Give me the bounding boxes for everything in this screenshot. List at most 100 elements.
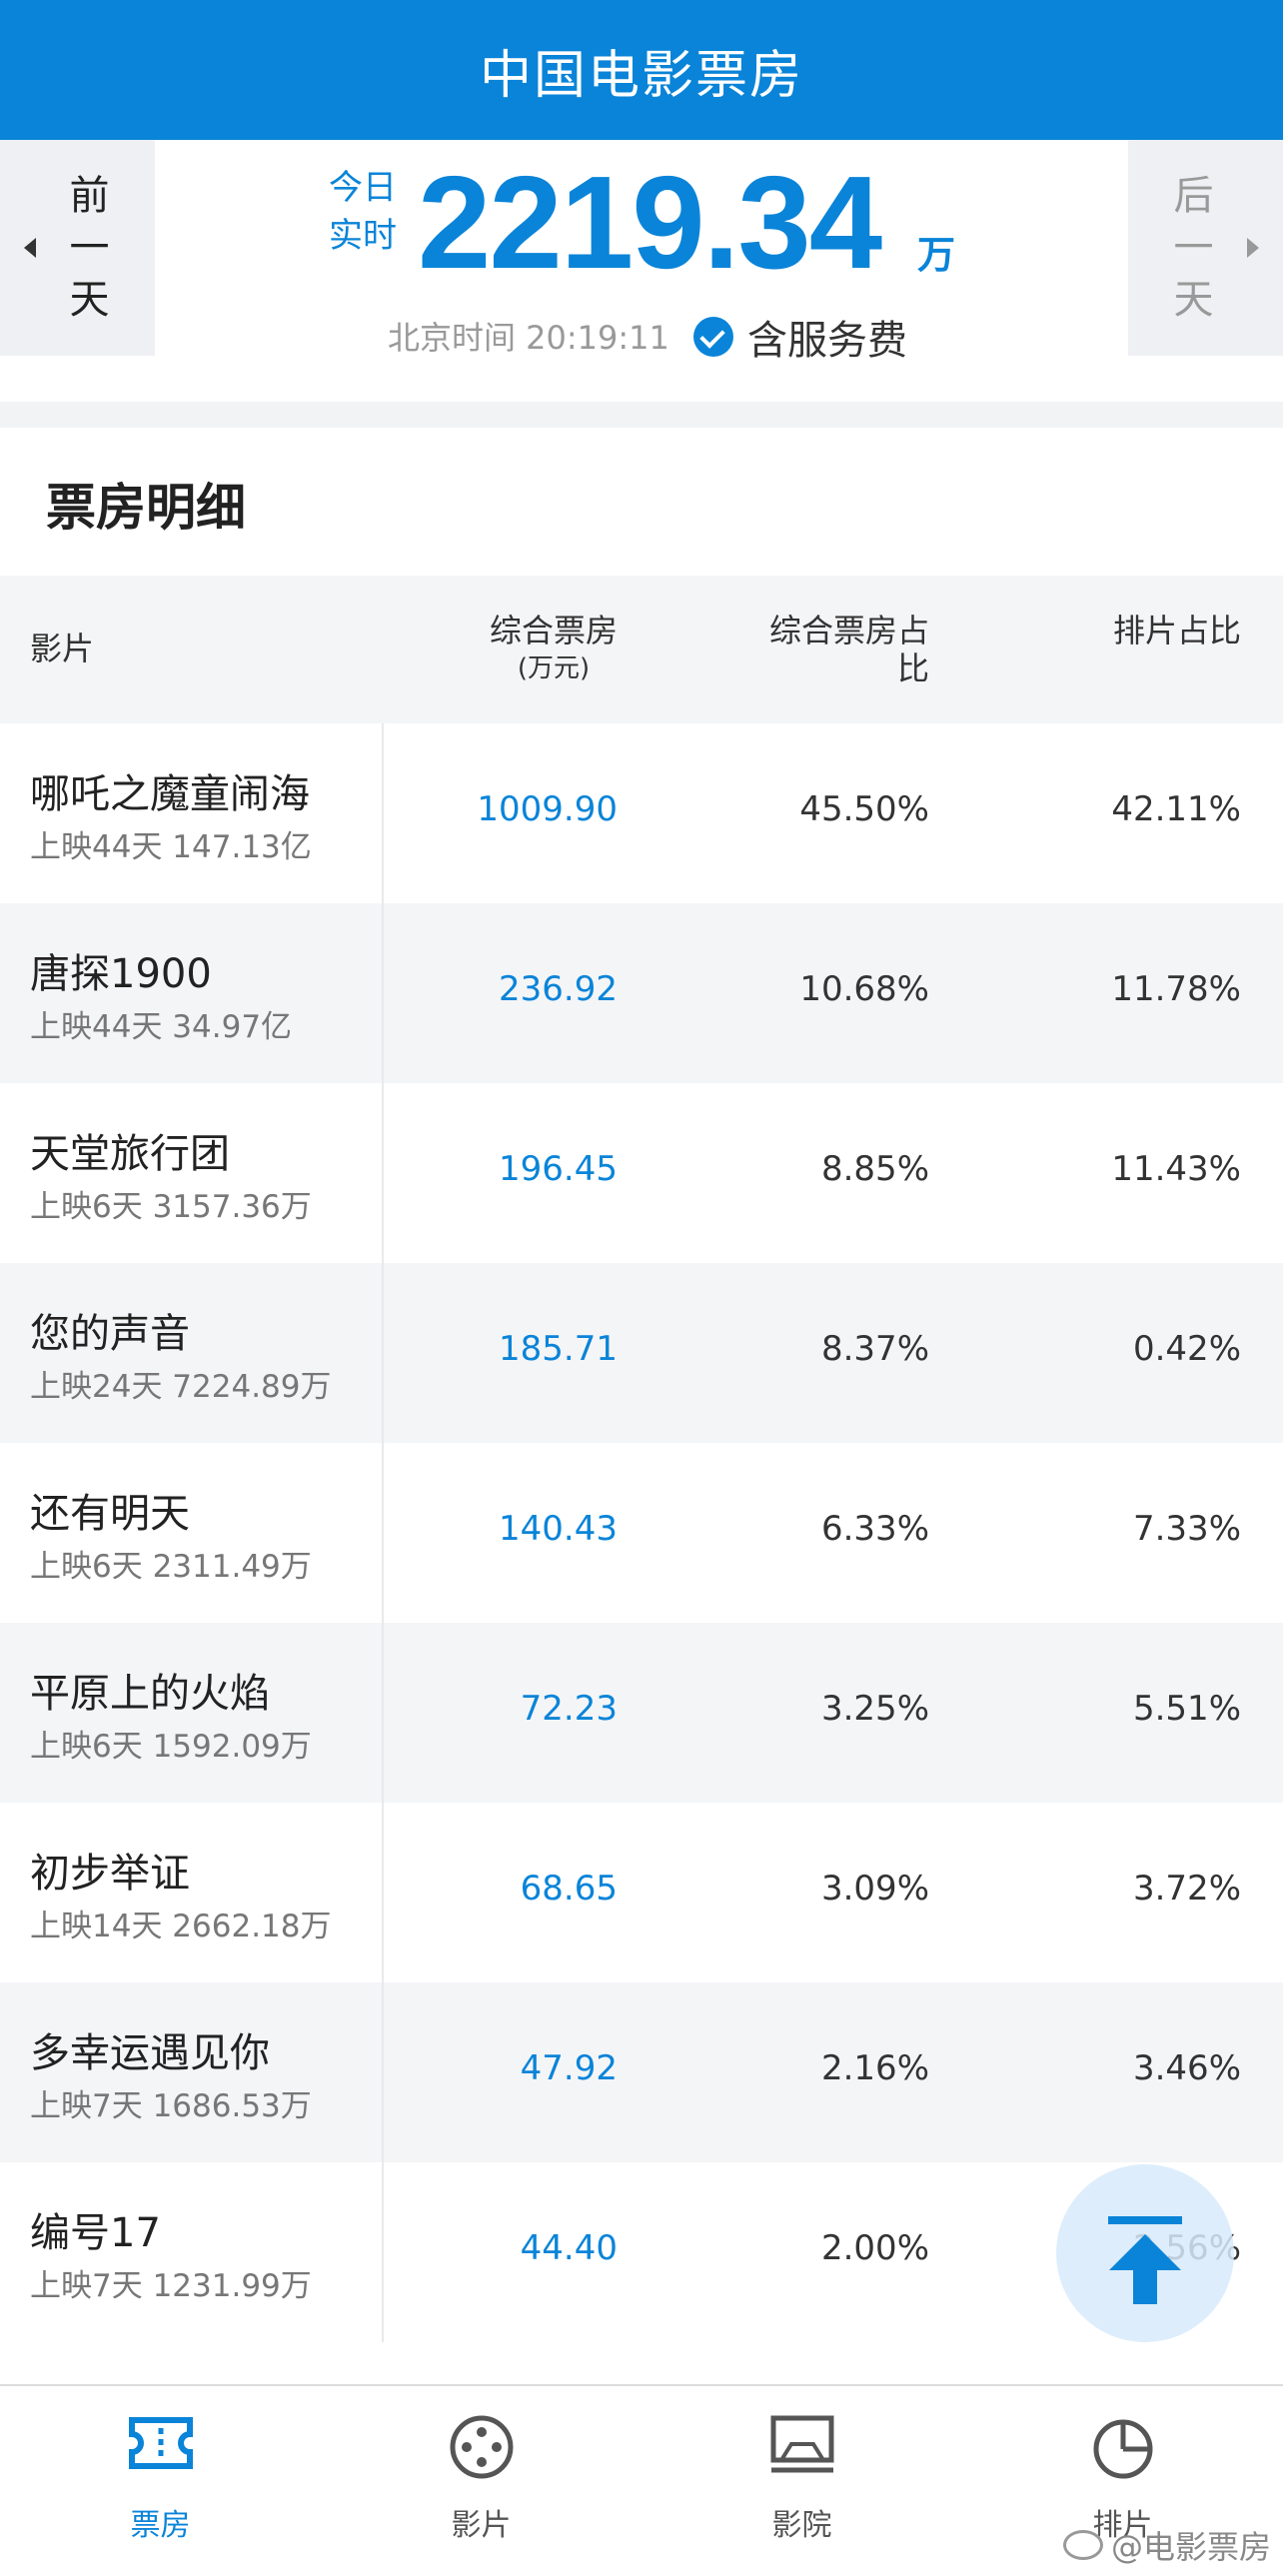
back-to-top-button[interactable] — [1056, 2164, 1234, 2342]
box-share-value: 2.16% — [820, 2048, 929, 2088]
box-office-value: 140.43 — [499, 1509, 618, 1549]
seat-share-value: 11.43% — [1111, 1149, 1241, 1189]
film-name: 平原上的火焰 — [30, 1671, 270, 1717]
table-row[interactable]: 平原上的火焰上映6天 1592.09万 72.23 3.25% 5.51% — [0, 1623, 1283, 1803]
table-row[interactable]: 还有明天上映6天 2311.49万 140.43 6.33% 7.33% — [0, 1443, 1283, 1623]
prev-day-button[interactable]: 前一天 — [0, 140, 155, 356]
tab-films[interactable]: 影片 — [321, 2386, 642, 2576]
box-office-value: 236.92 — [499, 969, 618, 1009]
box-office-value: 72.23 — [520, 1689, 618, 1729]
watermark-text: @电影票房 — [1110, 2528, 1271, 2566]
seat-share-value: 3.72% — [1132, 1869, 1241, 1909]
film-name: 哪吒之魔童闹海 — [30, 771, 310, 817]
col-box-office-unit: (万元) — [517, 653, 591, 683]
box-office-value: 1009.90 — [477, 789, 618, 829]
table-row[interactable]: 唐探1900 上映44天 34.97亿 236.92 10.68% 11.78% — [0, 903, 1283, 1083]
box-office-value: 47.92 — [520, 2048, 618, 2088]
service-fee-label: 含服务费 — [747, 318, 907, 364]
box-share-value: 3.25% — [820, 1689, 929, 1729]
film-release-info: 上映6天 3157.36万 — [30, 1189, 312, 1225]
tab-label: 票房 — [130, 2508, 191, 2543]
table-row[interactable]: 天堂旅行团上映6天 3157.36万 196.45 8.85% 11.43% — [0, 1083, 1283, 1263]
box-office-value: 196.45 — [499, 1149, 618, 1189]
pie-chart-icon — [1093, 2419, 1153, 2479]
film-release-info: 上映6天 2311.49万 — [30, 1549, 312, 1585]
chevron-left-icon — [24, 238, 36, 258]
film-release-info: 上映7天 1231.99万 — [30, 2268, 312, 2304]
film-name: 天堂旅行团 — [30, 1131, 230, 1177]
film-release-info: 上映7天 1686.53万 — [30, 2088, 312, 2124]
seat-share-value: 3.46% — [1132, 2048, 1241, 2088]
film-name: 多幸运遇见你 — [30, 2030, 270, 2076]
film-name: 您的声音 — [30, 1311, 190, 1357]
tab-cinemas[interactable]: 影院 — [642, 2386, 962, 2576]
film-name: 唐探1900 — [30, 951, 212, 997]
watermark: @电影票房 — [1062, 2522, 1271, 2568]
col-film: 影片 — [30, 630, 95, 667]
check-circle-icon — [693, 317, 733, 357]
total-unit: 万 — [917, 233, 956, 277]
ticket-icon — [129, 2417, 193, 2469]
service-fee-toggle[interactable]: 含服务费 — [693, 308, 907, 366]
next-day-button[interactable]: 后一天 — [1128, 140, 1283, 356]
box-share-value: 6.33% — [820, 1509, 929, 1549]
realtime-summary: 前一天 今日实时 2219.34 万 北京时间 20:19:11 含服务费 后一… — [0, 140, 1283, 402]
table-row[interactable]: 初步举证 上映14天 2662.18万 68.65 3.09% 3.72% — [0, 1803, 1283, 1982]
prev-day-label: 前一天 — [69, 173, 110, 323]
film-cell: 哪吒之魔童闹海上映44天 147.13亿 — [0, 723, 384, 903]
col-seat-share[interactable]: 排片占比 — [1112, 612, 1241, 649]
film-release-info: 上映44天 147.13亿 — [30, 829, 312, 865]
film-name: 编号17 — [30, 2210, 161, 2256]
bottom-tab-bar: 票房 影片 影院 排片 @电影票房 — [0, 2384, 1283, 2576]
beijing-time: 北京时间 20:19:11 — [388, 319, 669, 357]
box-office-value: 68.65 — [520, 1869, 618, 1909]
film-cell: 唐探1900 上映44天 34.97亿 — [0, 903, 384, 1083]
tab-box-office[interactable]: 票房 — [0, 2386, 321, 2576]
film-release-info: 上映14天 2662.18万 — [30, 1909, 332, 1944]
back-to-top-icon — [1108, 2216, 1182, 2224]
table-row[interactable]: 您的声音上映24天 7224.89万 185.71 8.37% 0.42% — [0, 1263, 1283, 1443]
box-office-value: 185.71 — [499, 1329, 618, 1369]
film-cell: 天堂旅行团上映6天 3157.36万 — [0, 1083, 384, 1263]
section-title: 票房明细 — [46, 479, 246, 537]
tab-label: 影院 — [771, 2508, 832, 2543]
film-name: 还有明天 — [30, 1491, 190, 1537]
today-realtime-label: 今日实时 — [329, 168, 397, 256]
cinema-screen-icon — [770, 2415, 834, 2473]
film-cell: 还有明天上映6天 2311.49万 — [0, 1443, 384, 1623]
tab-schedule[interactable]: 排片 — [962, 2386, 1283, 2576]
col-box-office[interactable]: 综合票房 (万元) — [490, 612, 618, 687]
box-share-value: 2.00% — [820, 2228, 929, 2268]
chevron-right-icon — [1247, 238, 1259, 258]
seat-share-value: 42.11% — [1111, 789, 1241, 829]
next-day-label: 后一天 — [1173, 173, 1214, 323]
seat-share-value: 11.78% — [1111, 969, 1241, 1009]
app-header: 中国电影票房 — [0, 0, 1283, 140]
app-title: 中国电影票房 — [479, 45, 803, 106]
total-box-office: 2219.34 — [418, 149, 882, 296]
seat-share-value: 0.42% — [1132, 1329, 1241, 1369]
table-row[interactable]: 哪吒之魔童闹海上映44天 147.13亿 1009.90 45.50% 42.11% — [0, 723, 1283, 903]
film-release-info: 上映44天 34.97亿 — [30, 1009, 293, 1045]
box-office-detail: 票房明细 影片 综合票房 (万元) 综合票房占比 排片占比 哪吒之魔童闹海上映4… — [0, 428, 1283, 2436]
box-office-table: 影片 综合票房 (万元) 综合票房占比 排片占比 哪吒之魔童闹海上映44天 14… — [0, 576, 1283, 2342]
film-cell: 编号17 上映7天 1231.99万 — [0, 2162, 384, 2342]
box-share-value: 8.37% — [820, 1329, 929, 1369]
film-release-info: 上映24天 7224.89万 — [30, 1369, 332, 1405]
box-share-value: 10.68% — [799, 969, 929, 1009]
film-cell: 初步举证上映14天 2662.18万 — [0, 1803, 384, 1982]
table-row[interactable]: 多幸运遇见你上映7天 1686.53万 47.92 2.16% 3.46% — [0, 1982, 1283, 2162]
film-name: 初步举证 — [30, 1851, 190, 1897]
col-box-share[interactable]: 综合票房占比 — [769, 612, 930, 687]
film-release-info: 上映6天 1592.09万 — [30, 1729, 312, 1765]
table-body: 哪吒之魔童闹海上映44天 147.13亿 1009.90 45.50% 42.11% 唐… — [0, 723, 1283, 2342]
seat-share-value: 5.51% — [1132, 1689, 1241, 1729]
film-reel-icon — [450, 2415, 514, 2479]
box-share-value: 45.50% — [799, 789, 929, 829]
film-cell: 平原上的火焰上映6天 1592.09万 — [0, 1623, 384, 1803]
film-cell: 您的声音上映24天 7224.89万 — [0, 1263, 384, 1443]
box-share-value: 8.85% — [820, 1149, 929, 1189]
weibo-icon — [1062, 2530, 1103, 2560]
tab-label: 影片 — [451, 2508, 512, 2543]
seat-share-value: 7.33% — [1132, 1509, 1241, 1549]
